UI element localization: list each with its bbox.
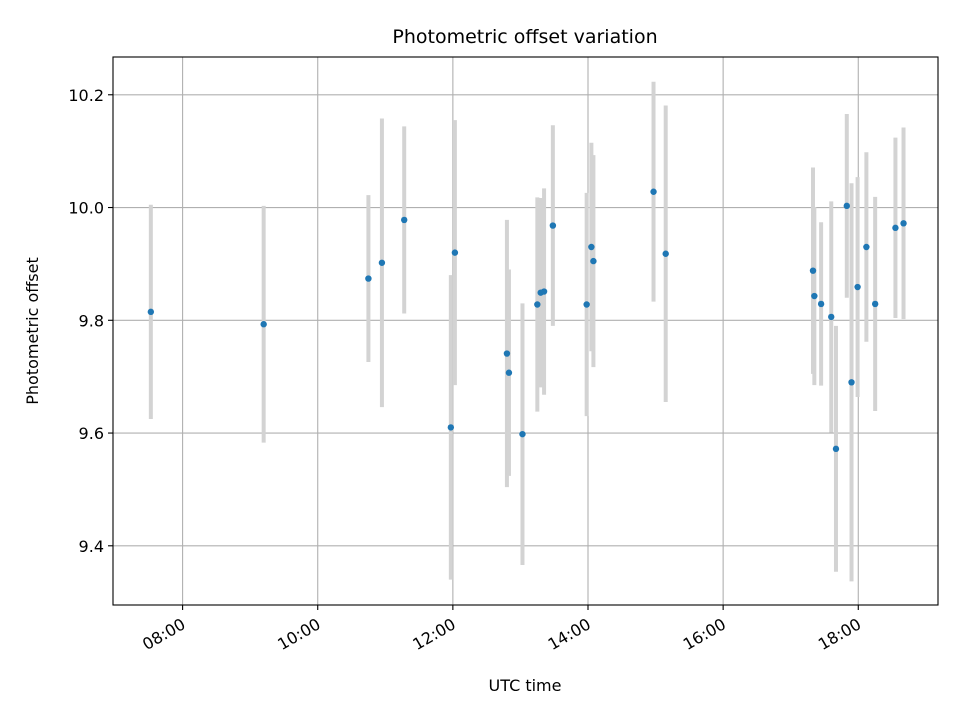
data-point [863,243,870,251]
data-point [260,321,267,328]
data-point [811,292,818,300]
data-point [892,224,899,232]
grid-lines [113,57,938,605]
data-point [900,220,907,227]
data-point [817,300,825,308]
data-point [503,350,511,357]
plot-frame [112,56,939,606]
data-point [365,275,372,282]
data-point [540,288,548,295]
data-point [662,250,669,257]
data-point [378,259,386,266]
data-point [451,249,459,256]
y-axis-title: Photometric offset [23,257,42,405]
data-point [871,300,879,308]
data-point [848,379,855,386]
data-point [583,301,590,308]
data-point [843,202,850,210]
data-point [534,301,541,308]
y-axis-ticks: 9.4 9.6 9.8 10.0 10.2 [68,86,113,556]
y-tick-label: 9.8 [79,311,104,330]
y-tick-label: 9.4 [79,537,104,556]
data-point [147,308,155,316]
y-tick-label: 10.2 [68,86,104,105]
data-point [505,369,513,376]
data-point [828,313,835,321]
data-point [401,216,408,224]
data-point [854,283,861,291]
data-point [588,243,595,251]
y-tick-label: 10.0 [68,199,104,218]
data-points [147,188,907,453]
y-tick-label: 9.6 [79,424,104,443]
plot-area [113,57,938,605]
data-point [809,267,817,274]
x-axis-title: UTC time [489,676,562,695]
data-point [519,430,526,438]
data-point [447,424,455,431]
chart-title: Photometric offset variation [392,26,657,48]
data-point [549,222,557,229]
data-point [650,188,657,195]
data-point [590,257,597,265]
data-point [832,445,840,453]
